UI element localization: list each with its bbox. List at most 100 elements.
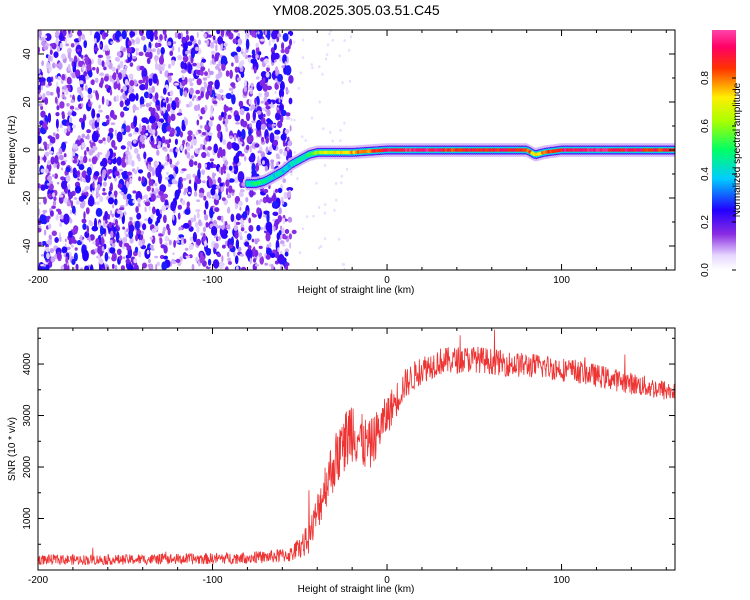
spectrogram-noise-blob	[57, 61, 63, 70]
spectrogram-noise-blob	[240, 218, 245, 225]
spectrogram-noise-blob	[47, 239, 53, 246]
colorbar-tick-label: 0.8	[700, 71, 711, 85]
spectrogram-noise-blob	[188, 78, 193, 83]
spectrogram-noise-blob	[110, 122, 116, 125]
spectrogram-noise-blob	[67, 64, 71, 72]
spectrogram-noise-blob	[285, 65, 292, 76]
spectrogram-noise-blob	[219, 261, 224, 269]
spectrogram-noise-blob	[172, 214, 175, 221]
spectrogram-noise-blob	[119, 36, 123, 41]
spectrogram-noise-blob	[231, 91, 234, 94]
spectrogram-noise-blob	[268, 39, 271, 47]
spectrogram-noise-blob	[272, 192, 276, 201]
spectrogram-noise-blob	[97, 57, 102, 66]
spectrogram-noise-blob	[185, 30, 189, 35]
spectrogram-noise-blob	[45, 90, 51, 96]
spectrogram-noise-blob	[323, 163, 327, 167]
spectrogram-noise-blob	[114, 129, 117, 137]
spectrogram-noise-blob	[239, 191, 244, 198]
spectrogram-noise-blob	[147, 157, 153, 163]
spectrogram-noise-blob	[195, 256, 198, 263]
spectrogram-noise-blob	[81, 195, 87, 200]
spectrogram-noise-blob	[186, 173, 190, 180]
spectrogram-noise-blob	[216, 123, 222, 132]
spectrogram-noise-blob	[103, 66, 107, 71]
spectrogram-noise-blob	[201, 151, 207, 159]
spectrogram-noise-blob	[162, 226, 166, 232]
snr-x-tick-label: 0	[384, 575, 390, 586]
spectrogram-noise-blob	[47, 160, 51, 166]
spectrogram-noise-blob	[199, 116, 203, 120]
spectrogram-noise-blob	[41, 40, 47, 47]
spectrogram-noise-blob	[154, 63, 159, 70]
spectrogram-noise-blob	[149, 236, 154, 240]
spectrogram-noise-blob	[198, 39, 201, 45]
spectrogram-noise-blob	[47, 193, 53, 199]
spectrogram-noise-blob	[169, 261, 173, 267]
spectrogram-noise-blob	[63, 96, 67, 100]
spectrogram-noise-blob	[51, 205, 56, 209]
spectrogram-noise-blob	[81, 218, 87, 224]
spectrogram-noise-blob	[92, 67, 96, 71]
spectrogram-noise-blob	[333, 208, 336, 212]
spectrogram-noise-blob	[199, 254, 205, 264]
spectrogram-noise-blob	[152, 167, 155, 174]
spectrogram-noise-blob	[273, 43, 277, 51]
spectrogram-noise-blob	[348, 79, 352, 83]
spectrogram-noise-blob	[254, 30, 258, 33]
spectrogram-noise-blob	[48, 223, 52, 230]
spectrogram-noise-blob	[224, 266, 229, 270]
spectrogram-noise-blob	[153, 122, 157, 128]
spectrogram-noise-blob	[155, 263, 158, 270]
spectrogram-noise-blob	[38, 208, 41, 216]
spectrogram-noise-blob	[202, 144, 206, 150]
spectrogram-noise-blob	[193, 95, 197, 99]
spectrogram-noise-blob	[124, 98, 131, 107]
spectrogram-noise-blob	[117, 82, 121, 91]
spectrogram-noise-blob	[211, 57, 214, 65]
spectrogram-noise-blob	[72, 142, 76, 150]
spectrogram-noise-blob	[109, 75, 113, 82]
spectrogram-noise-blob	[159, 165, 164, 170]
spectrogram-noise-blob	[53, 51, 59, 58]
spectrogram-noise-blob	[273, 226, 276, 232]
spectrogram-noise-blob	[51, 174, 56, 177]
spectrogram-noise-blob	[156, 216, 161, 224]
spectrogram-noise-blob	[193, 161, 198, 166]
spectrogram-noise-blob	[251, 162, 256, 173]
spectrogram-noise-blob	[223, 47, 227, 50]
spectrogram-noise-blob	[248, 155, 254, 163]
spectrogram-noise-blob	[185, 50, 189, 55]
spectrogram-noise-blob	[221, 225, 225, 230]
spectrogram-noise-blob	[67, 30, 71, 35]
spectrogram-noise-blob	[132, 139, 137, 144]
spectrogram-noise-blob	[210, 114, 213, 118]
spectrogram-noise-blob	[279, 148, 283, 155]
spectrogram-noise-blob	[286, 146, 290, 151]
spectrogram-noise-blob	[285, 91, 289, 95]
spectrogram-noise-blob	[114, 198, 118, 206]
spectrogram-noise-blob	[163, 148, 168, 152]
spectrogram-noise-blob	[120, 211, 124, 218]
spectrogram-noise-blob	[208, 70, 214, 76]
spectrogram-noise-blob	[253, 66, 257, 74]
spectrogram-noise-blob	[250, 82, 254, 88]
spectrogram-noise-blob	[267, 64, 270, 68]
spectrogram-noise-blob	[156, 261, 160, 267]
spectrogram-noise-blob	[297, 86, 300, 90]
spectrogram-noise-blob	[173, 240, 176, 248]
spectrogram-noise-blob	[188, 159, 194, 168]
spectrogram-noise-blob	[255, 119, 262, 131]
spectrogram-noise-blob	[78, 60, 83, 67]
spectrogram-noise-blob	[165, 155, 168, 162]
spectrogram-noise-blob	[122, 226, 125, 230]
spectrogram-noise-blob	[67, 203, 71, 207]
spectrogram-noise-blob	[145, 132, 149, 136]
spectrogram-noise-blob	[78, 51, 82, 57]
spectrogram-noise-blob	[273, 59, 277, 63]
spectrogram-noise-blob	[189, 87, 194, 95]
spectrogram-noise-blob	[254, 240, 258, 245]
spectrogram-noise-blob	[244, 155, 247, 162]
spectrogram-noise-blob	[49, 210, 54, 217]
spectrogram-noise-blob	[144, 218, 149, 222]
